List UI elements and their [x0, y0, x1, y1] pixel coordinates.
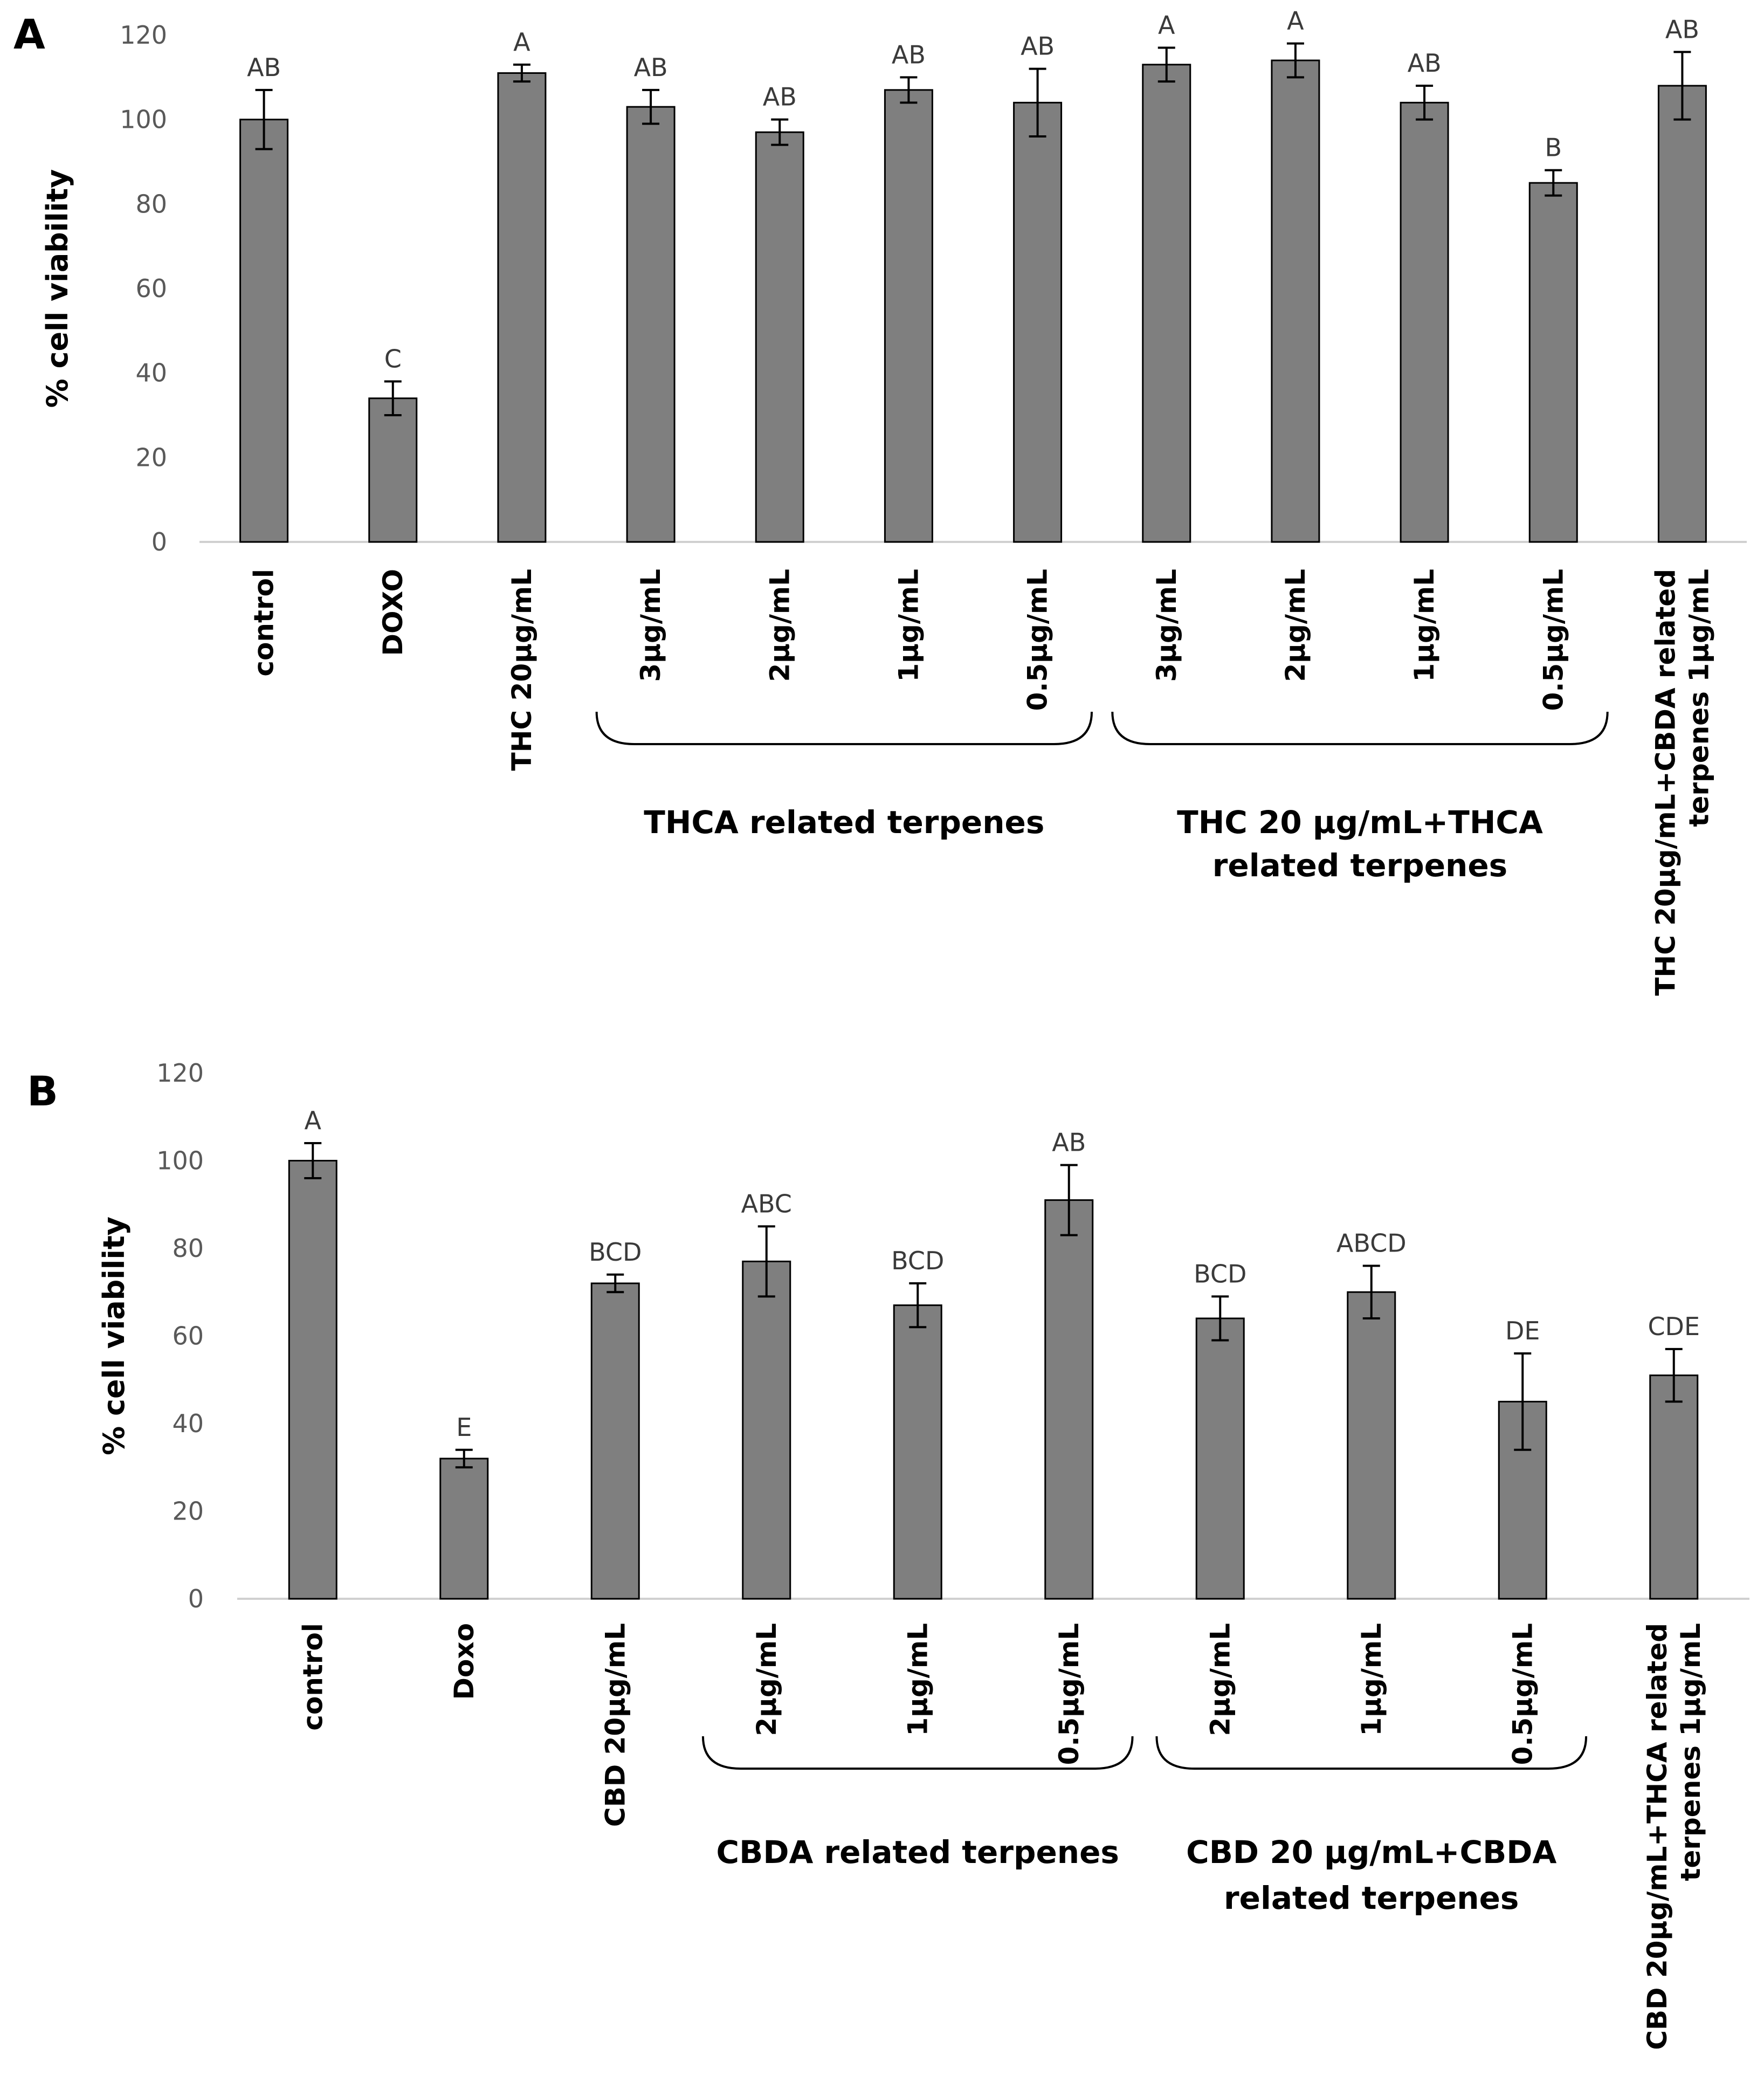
- x-category-label: control: [297, 1623, 328, 1731]
- x-category-label: terpenes 1µg/mL: [1675, 1623, 1706, 1881]
- bar: [1044, 1199, 1094, 1600]
- bar: [884, 89, 933, 543]
- y-tick-label: 80: [135, 189, 167, 218]
- significance-letter: BCD: [1194, 1259, 1246, 1288]
- bar: [626, 106, 676, 543]
- significance-letter: AB: [763, 82, 797, 112]
- y-tick-label: 100: [156, 1146, 204, 1175]
- significance-letter: E: [456, 1413, 472, 1442]
- group-label: THCA related terpenes: [644, 804, 1044, 841]
- y-tick-label: 0: [188, 1584, 204, 1613]
- significance-letter: AB: [1052, 1128, 1086, 1157]
- x-category-label: 1µg/mL: [893, 569, 924, 682]
- group-label: CBDA related terpenes: [716, 1834, 1119, 1871]
- significance-letter: AB: [1665, 15, 1699, 44]
- y-tick-label: 20: [135, 443, 167, 472]
- bar: [368, 397, 418, 543]
- x-category-label: 3µg/mL: [635, 569, 666, 682]
- group-brace: [1155, 1736, 1588, 1770]
- panel-label: A: [13, 10, 45, 58]
- x-category-label: terpenes 1µg/mL: [1683, 569, 1714, 827]
- x-category-label: THC 20µg/mL+CBDA related: [1650, 569, 1681, 996]
- x-category-label: 3µg/mL: [1151, 569, 1182, 682]
- y-tick-label: 0: [151, 527, 167, 556]
- group-brace: [1111, 711, 1609, 745]
- y-tick-label: 60: [172, 1322, 204, 1351]
- bar: [288, 1160, 337, 1600]
- y-axis-label: % cell viability: [40, 169, 74, 408]
- bar: [239, 119, 289, 543]
- y-tick-label: 60: [135, 274, 167, 303]
- x-category-label: 2µg/mL: [764, 569, 795, 682]
- group-label: THC 20 µg/mL+THCA: [1177, 804, 1543, 841]
- bar: [742, 1260, 791, 1600]
- group-brace: [595, 711, 1093, 745]
- x-category-label: 0.5µg/mL: [1022, 569, 1053, 711]
- group-label: related terpenes: [1212, 847, 1507, 884]
- bar: [1195, 1317, 1245, 1600]
- bar: [1271, 59, 1320, 543]
- y-tick-label: 40: [135, 359, 167, 388]
- bar: [590, 1282, 640, 1600]
- y-tick-label: 80: [172, 1234, 204, 1263]
- panel-a-chart: A% cell viability020406080100120ABcontro…: [13, 6, 1747, 996]
- x-category-label: control: [249, 569, 280, 677]
- bar: [893, 1304, 942, 1600]
- bar: [497, 72, 547, 543]
- significance-letter: ABCD: [1336, 1229, 1407, 1258]
- panel-label: B: [27, 1067, 58, 1115]
- x-category-label: CBD 20µg/mL: [600, 1623, 631, 1827]
- significance-letter: A: [305, 1106, 322, 1135]
- significance-letter: AB: [247, 53, 281, 82]
- significance-letter: BCD: [891, 1246, 944, 1275]
- significance-letter: CDE: [1648, 1312, 1700, 1341]
- group-label: CBD 20 µg/mL+CBDA: [1186, 1834, 1556, 1871]
- y-axis-label: % cell viability: [97, 1216, 131, 1455]
- significance-letter: AB: [1021, 32, 1055, 61]
- x-category-label: 1µg/mL: [1409, 569, 1440, 682]
- bar: [1649, 1374, 1699, 1600]
- x-category-label: DOXO: [377, 569, 409, 656]
- bar: [755, 131, 804, 543]
- y-tick-label: 120: [156, 1058, 204, 1088]
- significance-letter: C: [384, 344, 402, 373]
- x-category-label: THC 20µg/mL: [506, 569, 538, 771]
- x-category-label: CBD 20µg/mL+THCA related: [1642, 1623, 1673, 2050]
- x-category-label: 1µg/mL: [902, 1623, 933, 1736]
- y-tick-label: 100: [120, 105, 167, 134]
- bar: [1142, 64, 1191, 543]
- significance-letter: AB: [892, 40, 926, 69]
- y-tick-label: 40: [172, 1409, 204, 1438]
- significance-letter: B: [1545, 133, 1562, 162]
- group-brace: [701, 1736, 1134, 1770]
- significance-letter: AB: [634, 53, 668, 82]
- bar: [1657, 85, 1707, 543]
- significance-letter: ABC: [741, 1189, 792, 1218]
- bar: [439, 1458, 489, 1600]
- x-category-label: Doxo: [449, 1623, 480, 1700]
- x-category-label: 0.5µg/mL: [1538, 569, 1569, 711]
- x-category-label: 2µg/mL: [751, 1623, 782, 1736]
- significance-letter: BCD: [589, 1238, 642, 1267]
- bar: [1347, 1291, 1396, 1600]
- bar: [1013, 101, 1063, 543]
- significance-letter: A: [1158, 11, 1175, 40]
- x-category-label: 1µg/mL: [1356, 1623, 1387, 1736]
- y-tick-label: 120: [120, 20, 167, 50]
- group-label: related terpenes: [1224, 1880, 1519, 1916]
- panel-b-chart: B % cell viability 0 20 40 60 80 100 120 Acontrol…: [27, 1058, 1749, 2050]
- bar: [1528, 182, 1578, 543]
- y-tick-label: 20: [172, 1497, 204, 1526]
- x-category-label: 2µg/mL: [1204, 1623, 1236, 1736]
- x-category-label: 0.5µg/mL: [1507, 1623, 1538, 1765]
- significance-letter: A: [513, 28, 530, 57]
- significance-letter: A: [1287, 6, 1304, 36]
- significance-letter: DE: [1505, 1316, 1540, 1345]
- significance-letter: AB: [1408, 49, 1442, 78]
- x-category-label: 2µg/mL: [1280, 569, 1311, 682]
- x-category-label: 0.5µg/mL: [1053, 1623, 1085, 1765]
- bar: [1400, 101, 1449, 543]
